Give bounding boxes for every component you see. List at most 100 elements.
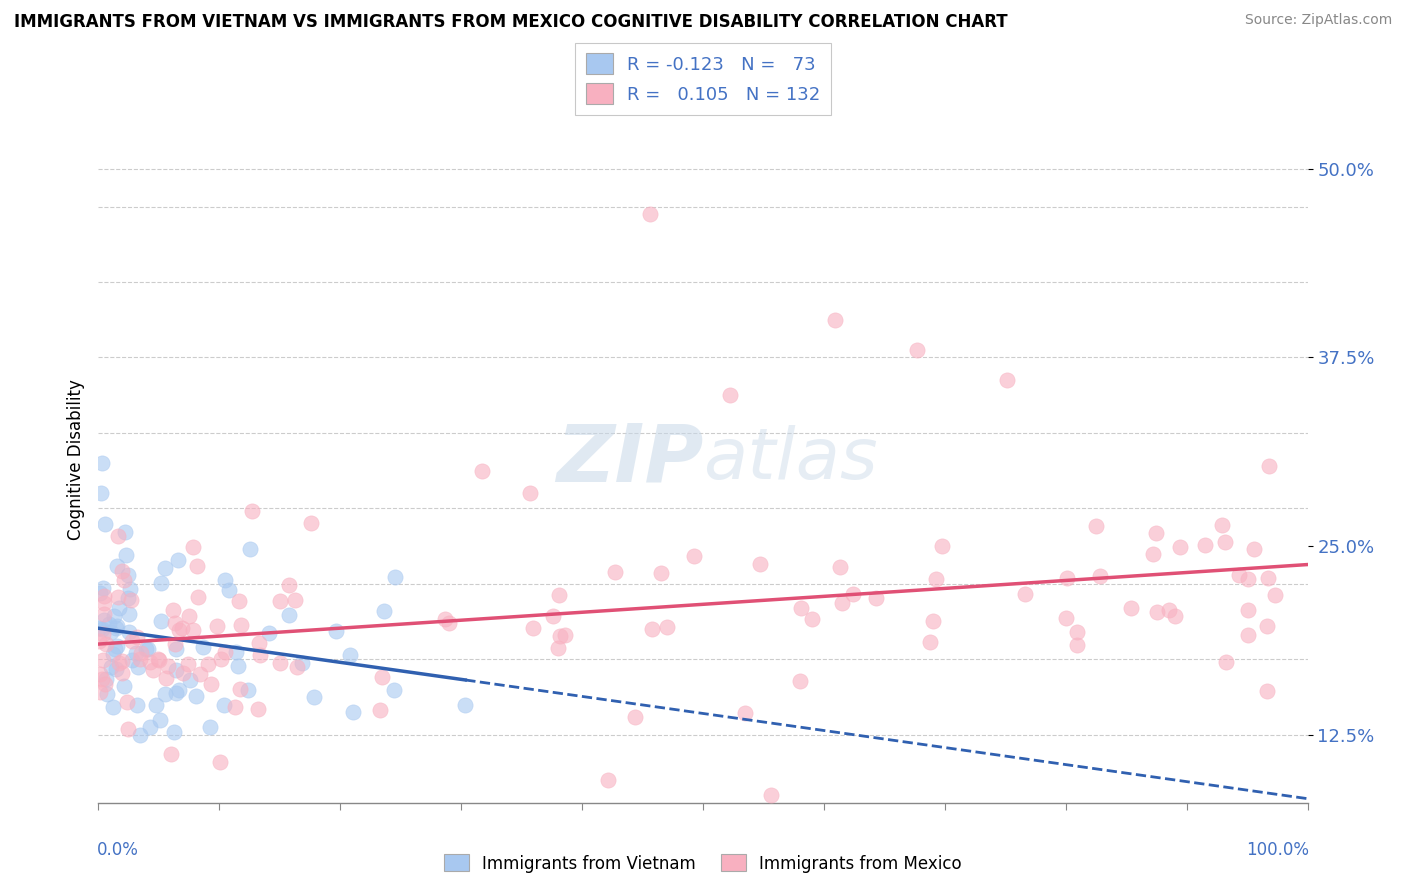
Point — [218, 582, 240, 597]
Point — [115, 548, 138, 562]
Point — [995, 373, 1018, 387]
Text: 0.0%: 0.0% — [97, 840, 139, 859]
Point — [191, 640, 214, 654]
Point — [94, 637, 117, 651]
Point — [1211, 518, 1233, 533]
Point — [225, 645, 247, 659]
Point — [1157, 603, 1180, 617]
Point — [112, 573, 135, 587]
Point — [291, 656, 314, 670]
Point — [121, 634, 143, 648]
Point — [149, 576, 172, 591]
Y-axis label: Cognitive Disability: Cognitive Disability — [66, 379, 84, 540]
Point — [278, 607, 301, 622]
Point — [184, 689, 207, 703]
Point — [148, 651, 170, 665]
Point — [111, 565, 134, 579]
Point — [541, 609, 564, 624]
Point — [249, 648, 271, 662]
Point — [100, 625, 122, 640]
Point — [865, 591, 887, 605]
Point — [209, 756, 232, 770]
Point — [284, 592, 307, 607]
Point — [93, 607, 115, 622]
Point — [94, 676, 117, 690]
Point — [159, 747, 181, 761]
Point — [269, 656, 291, 670]
Point — [115, 695, 138, 709]
Point — [522, 621, 544, 635]
Point — [105, 558, 128, 573]
Point — [107, 601, 129, 615]
Point — [105, 639, 128, 653]
Point — [226, 659, 249, 673]
Point — [1229, 567, 1251, 582]
Point — [603, 565, 626, 579]
Point — [214, 573, 236, 587]
Point — [471, 464, 494, 478]
Point — [373, 604, 395, 618]
Point — [125, 630, 148, 644]
Point — [214, 645, 236, 659]
Point — [167, 623, 190, 637]
Point — [87, 634, 110, 648]
Point — [325, 624, 347, 639]
Point — [165, 663, 187, 677]
Point — [165, 642, 187, 657]
Point — [91, 623, 114, 637]
Point — [229, 681, 252, 696]
Point — [640, 622, 662, 636]
Point — [89, 585, 111, 599]
Point — [167, 682, 190, 697]
Point — [1237, 603, 1260, 617]
Text: 100.0%: 100.0% — [1246, 840, 1309, 859]
Point — [187, 590, 209, 604]
Point — [181, 623, 204, 637]
Point — [1194, 538, 1216, 552]
Point — [145, 698, 167, 712]
Point — [163, 724, 186, 739]
Point — [111, 666, 134, 681]
Point — [1056, 571, 1078, 585]
Point — [128, 651, 150, 665]
Point — [789, 673, 811, 688]
Point — [1236, 628, 1258, 642]
Point — [382, 682, 405, 697]
Point — [108, 656, 131, 670]
Point — [120, 593, 142, 607]
Point — [91, 627, 114, 641]
Point — [1119, 601, 1142, 615]
Legend: R = -0.123   N =   73, R =   0.105   N = 132: R = -0.123 N = 73, R = 0.105 N = 132 — [575, 43, 831, 115]
Point — [624, 710, 647, 724]
Point — [127, 660, 149, 674]
Point — [368, 703, 391, 717]
Point — [650, 566, 672, 581]
Point — [165, 637, 187, 651]
Point — [150, 614, 173, 628]
Point — [224, 699, 246, 714]
Point — [181, 540, 204, 554]
Point — [285, 660, 308, 674]
Point — [734, 706, 756, 720]
Point — [1066, 625, 1088, 640]
Point — [107, 529, 129, 543]
Point — [156, 658, 179, 673]
Point — [1163, 608, 1185, 623]
Point — [200, 677, 222, 691]
Point — [1256, 684, 1278, 698]
Point — [842, 586, 865, 600]
Point — [925, 573, 948, 587]
Point — [655, 620, 678, 634]
Legend: Immigrants from Vietnam, Immigrants from Mexico: Immigrants from Vietnam, Immigrants from… — [437, 847, 969, 880]
Point — [547, 641, 569, 656]
Point — [165, 686, 187, 700]
Point — [831, 596, 853, 610]
Point — [801, 612, 824, 626]
Point — [1237, 572, 1260, 586]
Point — [519, 486, 541, 500]
Point — [155, 672, 177, 686]
Point — [129, 646, 152, 660]
Point — [172, 621, 194, 635]
Point — [96, 672, 118, 686]
Point — [257, 626, 280, 640]
